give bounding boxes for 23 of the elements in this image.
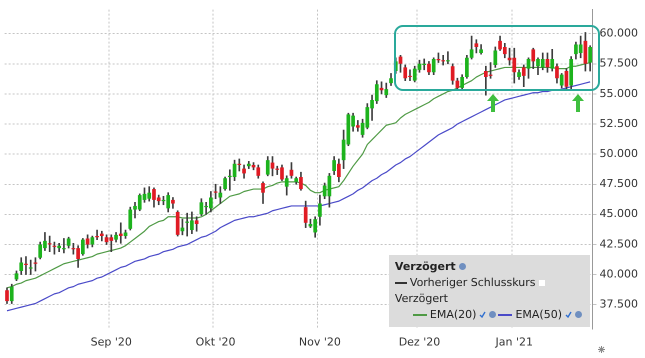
x-tick-label: Nov '20 [298, 335, 341, 348]
y-tick-label: 37.500 [600, 298, 638, 311]
y-tick-label: 52.500 [600, 116, 638, 130]
annotation: Vorheriger Schlusskurs [410, 276, 536, 289]
x-tick-label: Jan '21 [494, 335, 534, 348]
candlestick [34, 257, 38, 272]
y-tick-label: 50.000 [600, 147, 638, 160]
y-tick-label: 60.000 [600, 26, 638, 40]
y-tick-label: 45.000 [600, 207, 638, 220]
y-tick-label: 57.500 [600, 56, 638, 70]
y-tick-label: 47.500 [600, 177, 638, 190]
candlestick [95, 230, 99, 240]
legend-label: EMA(20) [430, 308, 476, 321]
candlestick [380, 82, 384, 94]
x-tick-label: Okt '20 [196, 335, 236, 348]
legend-title: Verzögert [394, 260, 456, 273]
y-tick-label: 55.000 [600, 86, 638, 100]
x-tick-label: Sep '20 [90, 335, 132, 348]
y-tick-label: 40.000 [600, 267, 638, 280]
legend-label: EMA(50) [515, 308, 562, 321]
y-tick-label: 42.500 [600, 237, 638, 250]
x-tick-label: Dez '20 [398, 335, 440, 348]
annotation: Verzögert [394, 292, 448, 305]
